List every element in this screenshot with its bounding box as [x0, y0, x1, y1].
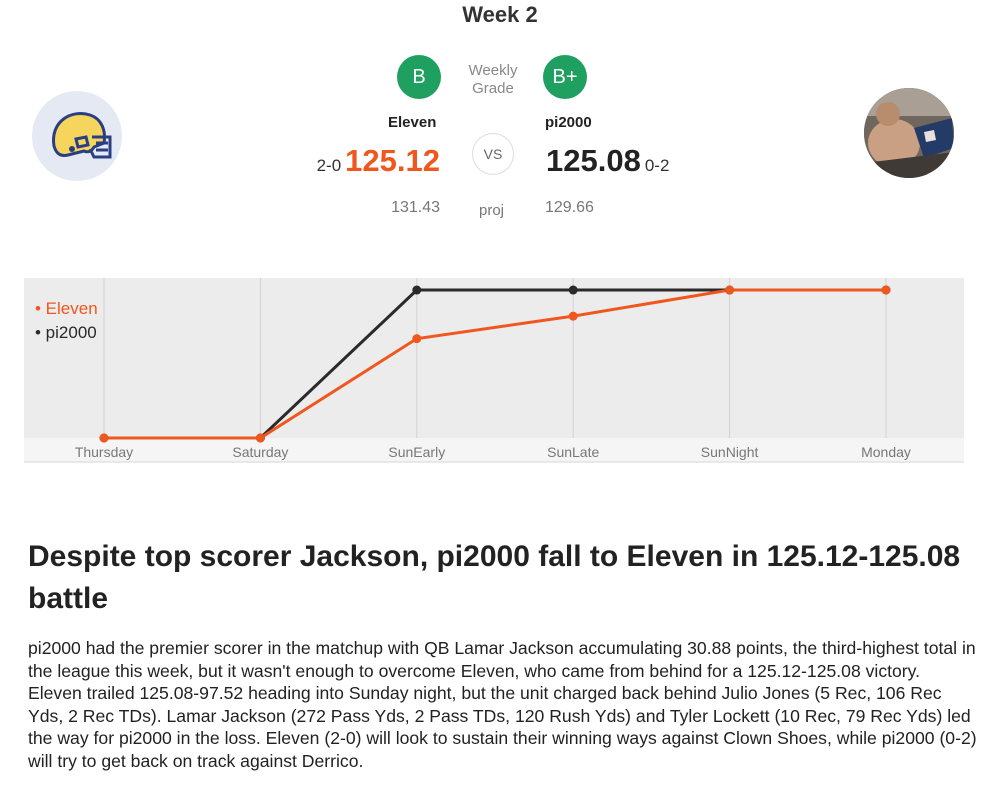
chart-x-tick-label: SunNight	[701, 444, 759, 460]
projection-label: proj	[479, 202, 505, 219]
week-title: Week 2	[462, 2, 538, 27]
football-helmet-icon	[52, 112, 112, 159]
chart-point-Eleven	[725, 285, 735, 295]
chart-point-Eleven	[99, 433, 109, 443]
chart-x-tick-label: SunLate	[547, 444, 599, 460]
home-score-line: 2-0 125.12	[317, 143, 440, 179]
weekly-grade-badge-right: B+	[543, 55, 587, 99]
chart-x-tick-label: Saturday	[232, 444, 288, 460]
away-projection: 129.66	[545, 199, 594, 216]
chart-point-Eleven	[568, 311, 578, 321]
article-body: pi2000 had the premier scorer in the mat…	[28, 638, 977, 771]
vs-badge: VS	[472, 133, 514, 175]
chart-x-tick-label: SunEarly	[388, 444, 445, 460]
away-score: 125.08	[546, 143, 641, 178]
chart-point-pi2000	[412, 285, 422, 295]
chart-x-tick-label: Monday	[861, 444, 911, 460]
away-record: 0-2	[644, 156, 670, 175]
chart-point-Eleven	[881, 285, 891, 295]
score-progress-chart-svg: Thursday Saturday SunEarly SunLate SunNight M…	[24, 278, 964, 463]
home-score: 125.12	[345, 143, 440, 178]
team-name-home[interactable]: Eleven	[388, 114, 437, 131]
user-photo	[864, 88, 954, 178]
chart-x-tick-label: Thursday	[75, 444, 133, 460]
chart-plot-background	[24, 278, 964, 462]
weekly-grade-label-line1: Weekly	[468, 62, 518, 79]
chart-series-line-Eleven	[104, 288, 886, 440]
team-avatar-eleven[interactable]	[32, 91, 122, 181]
chart-point-Eleven	[255, 433, 265, 443]
home-projection: 131.43	[391, 199, 440, 216]
team-avatar-pi2000[interactable]	[864, 88, 954, 178]
weekly-grade-label: Weekly Grade	[455, 62, 531, 98]
chart-point-pi2000	[568, 285, 578, 295]
article-headline: Despite top scorer Jackson, pi2000 fall …	[28, 540, 961, 615]
chart-legend-item: • Eleven	[35, 299, 98, 318]
chart-legend-item: • pi2000	[35, 323, 97, 342]
chart-axis-background	[24, 438, 964, 462]
chart-point-Eleven	[412, 334, 422, 344]
team-name-away[interactable]: pi2000	[545, 114, 592, 131]
weekly-grade-badge-left: B	[397, 55, 441, 99]
home-record: 2-0	[316, 156, 342, 175]
weekly-grade-label-line2: Grade	[472, 80, 514, 97]
score-progress-chart: Thursday Saturday SunEarly SunLate SunNight M…	[24, 278, 964, 464]
away-score-line: 125.08 0-2	[546, 143, 669, 179]
